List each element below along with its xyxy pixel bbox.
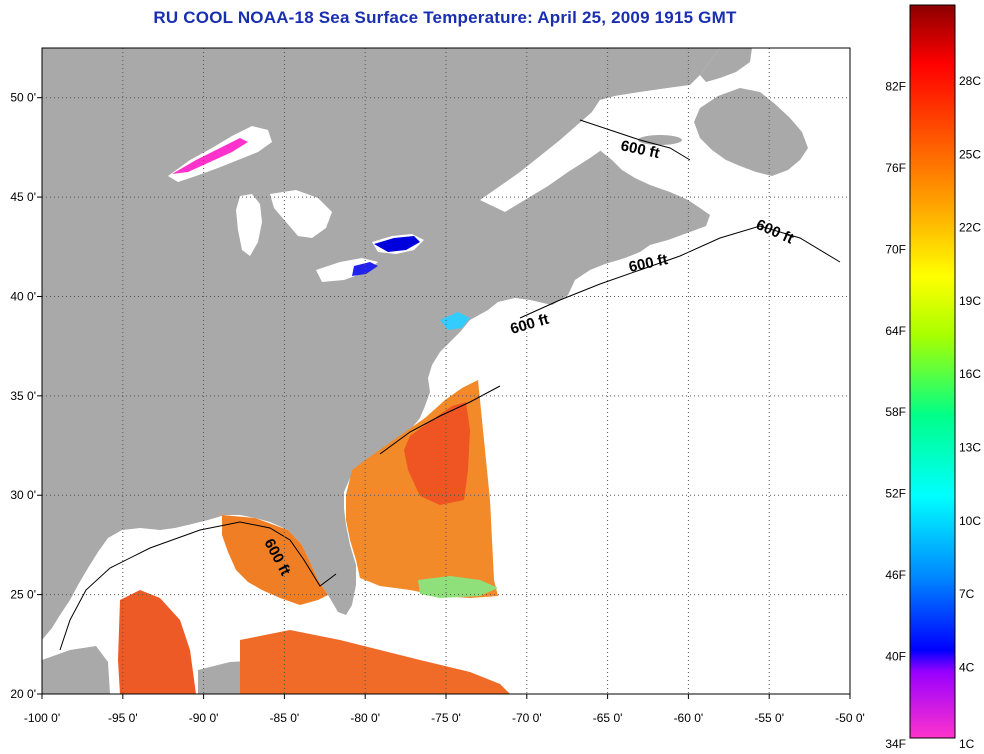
- colorbar-f-label: 34F: [885, 737, 906, 751]
- lat-tick-label: 20 0': [10, 687, 36, 701]
- coastal-green-sst: [418, 576, 498, 598]
- lake-ontario-sst: [374, 236, 420, 252]
- lat-tick-label: 45 0': [10, 190, 36, 204]
- colorbar-fahrenheit-labels: 82F 76F 70F 64F 58F 52F 46F 40F 34F: [885, 79, 906, 751]
- colorbar-f-label: 46F: [885, 568, 906, 582]
- lake-superior-sst: [172, 138, 248, 174]
- lon-tick-label: -75 0': [431, 711, 461, 725]
- lon-tick-label: -50 0': [835, 711, 865, 725]
- map-title: RU COOL NOAA-18 Sea Surface Temperature:…: [153, 8, 737, 27]
- lat-tick-label: 35 0': [10, 389, 36, 403]
- colorbar-c-label: 4C: [959, 660, 975, 674]
- colorbar-f-label: 64F: [885, 324, 906, 338]
- land-labrador: [700, 48, 752, 82]
- colorbar-c-label: 13C: [959, 441, 981, 455]
- lat-tick-label: 50 0': [10, 91, 36, 105]
- lon-tick-label: -55 0': [754, 711, 784, 725]
- lon-tick-label: -80 0': [350, 711, 380, 725]
- colorbar-celsius-labels: 28C 25C 22C 19C 16C 13C 10C 7C 4C 1C: [959, 74, 981, 751]
- lon-axis: -100 0' -95 0' -90 0' -85 0' -80 0' -75 0' -70…: [24, 694, 865, 725]
- isobath-600ft: [59, 119, 841, 651]
- gulf-sst: [222, 515, 328, 605]
- colorbar-f-label: 58F: [885, 405, 906, 419]
- colorbar-c-label: 28C: [959, 74, 981, 88]
- colorbar-c-label: 19C: [959, 294, 981, 308]
- atlantic-sst-core: [404, 402, 470, 505]
- grid: [42, 48, 850, 694]
- colorbar-c-label: 1C: [959, 737, 975, 751]
- lake-michigan: [236, 194, 262, 256]
- colorbar-f-label: 70F: [885, 242, 906, 256]
- lat-tick-label: 25 0': [10, 588, 36, 602]
- st-lawrence-water: [480, 85, 690, 212]
- lake-huron: [270, 190, 332, 238]
- colorbar-f-label: 82F: [885, 79, 906, 93]
- land-nova-scotia: [580, 190, 676, 246]
- coastal-cyan-sst: [440, 312, 470, 330]
- land-yucatan: [42, 646, 110, 694]
- land-north-america: [42, 48, 720, 640]
- land-pei: [626, 184, 654, 192]
- lat-tick-label: 40 0': [10, 289, 36, 303]
- lon-tick-label: -85 0': [270, 711, 300, 725]
- colorbar-f-label: 76F: [885, 161, 906, 175]
- lon-tick-label: -60 0': [674, 711, 704, 725]
- colorbar-f-label: 40F: [885, 650, 906, 664]
- colorbar-c-label: 25C: [959, 147, 981, 161]
- gulf-sst-south: [240, 630, 510, 694]
- lon-tick-label: -70 0': [512, 711, 542, 725]
- lon-tick-label: -95 0': [108, 711, 138, 725]
- lon-tick-label: -90 0': [189, 711, 219, 725]
- lon-tick-label: -100 0': [24, 711, 60, 725]
- colorbar-c-label: 10C: [959, 514, 981, 528]
- colorbar-c-label: 22C: [959, 221, 981, 235]
- lat-tick-label: 30 0': [10, 488, 36, 502]
- land-newfoundland: [694, 88, 808, 176]
- lon-tick-label: -65 0': [593, 711, 623, 725]
- lat-axis: 20 0' 25 0' 30 0' 35 0' 40 0' 45 0' 50 0': [10, 91, 42, 701]
- gulf-sst-west: [118, 590, 196, 694]
- colorbar: [909, 4, 956, 739]
- colorbar-f-label: 52F: [885, 487, 906, 501]
- colorbar-c-label: 7C: [959, 587, 975, 601]
- colorbar-c-label: 16C: [959, 367, 981, 381]
